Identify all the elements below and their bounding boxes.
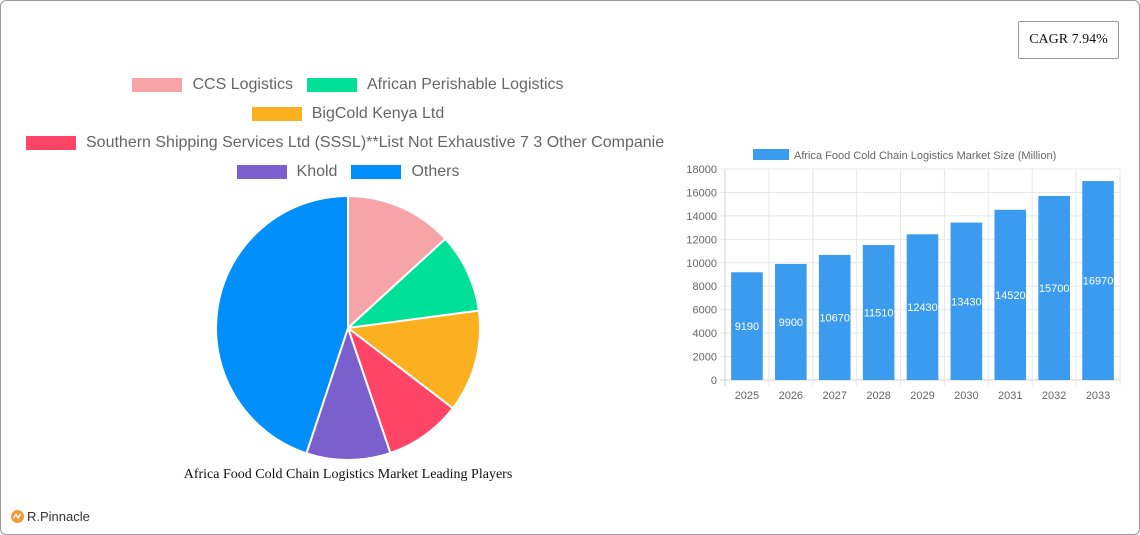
- pie-chart: [214, 194, 484, 464]
- svg-text:Africa Food Cold Chain Logisti: Africa Food Cold Chain Logistics Market …: [794, 150, 1056, 162]
- bar-chart: Africa Food Cold Chain Logistics Market …: [680, 140, 1130, 410]
- brand-name: R.Pinnacle: [27, 509, 90, 524]
- legend-swatch: [251, 107, 302, 121]
- legend-item-african-perishable-logistics[interactable]: African Perishable Logistics: [306, 76, 564, 94]
- svg-text:2033: 2033: [1086, 390, 1110, 402]
- svg-text:2026: 2026: [779, 390, 803, 402]
- legend-swatch: [132, 78, 183, 92]
- legend-label: Khold: [296, 163, 338, 180]
- bar[interactable]: [1038, 195, 1070, 380]
- svg-text:18000: 18000: [686, 164, 717, 176]
- svg-text:16970: 16970: [1083, 276, 1114, 288]
- svg-text:14520: 14520: [995, 290, 1026, 302]
- legend-swatch: [26, 136, 76, 150]
- pie-slice[interactable]: [344, 237, 480, 330]
- pinnacle-logo-icon: [11, 510, 24, 523]
- legend-label: African Perishable Logistics: [366, 76, 564, 93]
- bar[interactable]: [950, 222, 983, 380]
- legend-label: Southern Shipping Services Ltd (SSSL)**L…: [86, 134, 665, 151]
- svg-text:2030: 2030: [954, 390, 978, 402]
- bar[interactable]: [818, 254, 851, 380]
- svg-text:2029: 2029: [910, 390, 934, 402]
- legend-label: BigCold Kenya Ltd: [311, 105, 445, 122]
- pie-slice[interactable]: [215, 194, 349, 455]
- bar[interactable]: [994, 209, 1027, 380]
- pie-slice[interactable]: [345, 325, 455, 455]
- legend-item-bigcold-kenya[interactable]: BigCold Kenya Ltd: [251, 105, 445, 123]
- cagr-badge: CAGR 7.94%: [1018, 21, 1119, 59]
- svg-text:10670: 10670: [819, 312, 850, 324]
- svg-text:15700: 15700: [1039, 283, 1070, 295]
- legend-item-sssl[interactable]: Southern Shipping Services Ltd (SSSL)**L…: [26, 134, 664, 152]
- svg-text:4000: 4000: [693, 328, 717, 340]
- bar[interactable]: [731, 272, 763, 380]
- legend-item-others[interactable]: Others: [351, 163, 459, 181]
- brand-logo: R.Pinnacle: [11, 509, 90, 524]
- svg-text:8000: 8000: [693, 281, 717, 293]
- legend-label: CCS Logistics: [192, 76, 293, 93]
- svg-text:2031: 2031: [998, 390, 1022, 402]
- svg-text:12430: 12430: [907, 302, 938, 314]
- svg-text:16000: 16000: [686, 187, 717, 199]
- legend-swatch: [306, 78, 357, 92]
- svg-text:12000: 12000: [686, 234, 717, 246]
- bar[interactable]: [1082, 181, 1114, 380]
- svg-text:2028: 2028: [866, 390, 890, 402]
- svg-text:2027: 2027: [822, 390, 846, 402]
- bar[interactable]: [906, 234, 939, 380]
- bar[interactable]: [862, 245, 895, 380]
- svg-text:0: 0: [711, 375, 717, 387]
- svg-text:2032: 2032: [1042, 390, 1066, 402]
- svg-text:9190: 9190: [735, 321, 759, 333]
- svg-text:10000: 10000: [686, 258, 717, 270]
- pie-slice[interactable]: [345, 309, 481, 410]
- pie-legend-row-4: Khold Others: [0, 163, 696, 181]
- svg-text:2025: 2025: [735, 390, 759, 402]
- pie-legend-row-1: CCS Logistics African Perishable Logisti…: [0, 76, 696, 94]
- pie-legend-row-3: Southern Shipping Services Ltd (SSSL)**L…: [26, 134, 672, 152]
- bar[interactable]: [775, 263, 807, 380]
- pie-chart-svg: [215, 194, 481, 461]
- legend-swatch: [236, 165, 287, 179]
- legend-item-ccs-logistics[interactable]: CCS Logistics: [132, 76, 293, 94]
- pie-chart-title: Africa Food Cold Chain Logistics Market …: [183, 467, 513, 482]
- pie-slice[interactable]: [347, 194, 447, 331]
- legend-label: Others: [411, 163, 460, 180]
- svg-text:2000: 2000: [693, 352, 717, 364]
- cagr-label: CAGR 7.94%: [1029, 32, 1108, 47]
- svg-text:14000: 14000: [686, 211, 717, 223]
- legend-swatch: [351, 165, 402, 179]
- legend-item-khold[interactable]: Khold: [236, 163, 338, 181]
- pie-legend-row-2: BigCold Kenya Ltd: [0, 105, 696, 123]
- svg-text:6000: 6000: [693, 305, 717, 317]
- svg-text:11510: 11510: [864, 308, 894, 320]
- pie-slice[interactable]: [305, 324, 392, 461]
- svg-text:13430: 13430: [951, 296, 982, 308]
- svg-text:9900: 9900: [779, 317, 803, 329]
- bar-chart-svg: Africa Food Cold Chain Logistics Market …: [686, 149, 1121, 402]
